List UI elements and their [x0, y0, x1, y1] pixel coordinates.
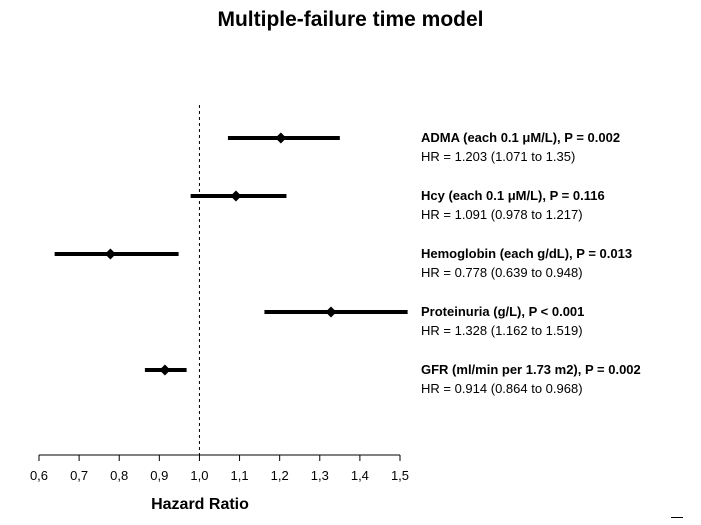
row-label: GFR (ml/min per 1.73 m2), P = 0.002: [421, 362, 641, 377]
x-tick-label: 1,3: [311, 468, 329, 483]
row-hr-text: HR = 0.778 (0.639 to 0.948): [421, 265, 583, 280]
x-tick-label: 0,6: [30, 468, 48, 483]
x-tick-label: 0,9: [150, 468, 168, 483]
row-hr-text: HR = 0.914 (0.864 to 0.968): [421, 381, 583, 396]
x-tick-label: 1,5: [391, 468, 409, 483]
x-tick-label: 1,1: [231, 468, 249, 483]
x-tick-label: 0,8: [110, 468, 128, 483]
chart-title: Multiple-failure time model: [217, 8, 484, 31]
row-label: ADMA (each 0.1 μM/L), P = 0.002: [421, 130, 621, 145]
x-tick-label: 0,7: [70, 468, 88, 483]
hr-point: [325, 306, 337, 318]
hr-point: [230, 190, 242, 202]
corner-mark: [671, 517, 683, 518]
x-tick-label: 1,2: [271, 468, 289, 483]
row-hr-text: HR = 1.203 (1.071 to 1.35): [421, 149, 576, 164]
hr-point: [275, 132, 287, 144]
row-hr-text: HR = 1.328 (1.162 to 1.519): [421, 323, 583, 338]
row-label: Hcy (each 0.1 μM/L), P = 0.116: [421, 188, 605, 203]
row-hr-text: HR = 1.091 (0.978 to 1.217): [421, 207, 583, 222]
row-label: Proteinuria (g/L), P < 0.001: [421, 304, 585, 319]
hr-point: [104, 248, 116, 260]
hr-point: [159, 364, 171, 376]
x-axis-label: Hazard Ratio: [151, 496, 249, 513]
x-tick-label: 1,4: [351, 468, 369, 483]
row-label: Hemoglobin (each g/dL), P = 0.013: [421, 246, 633, 261]
x-tick-label: 1,0: [190, 468, 208, 483]
